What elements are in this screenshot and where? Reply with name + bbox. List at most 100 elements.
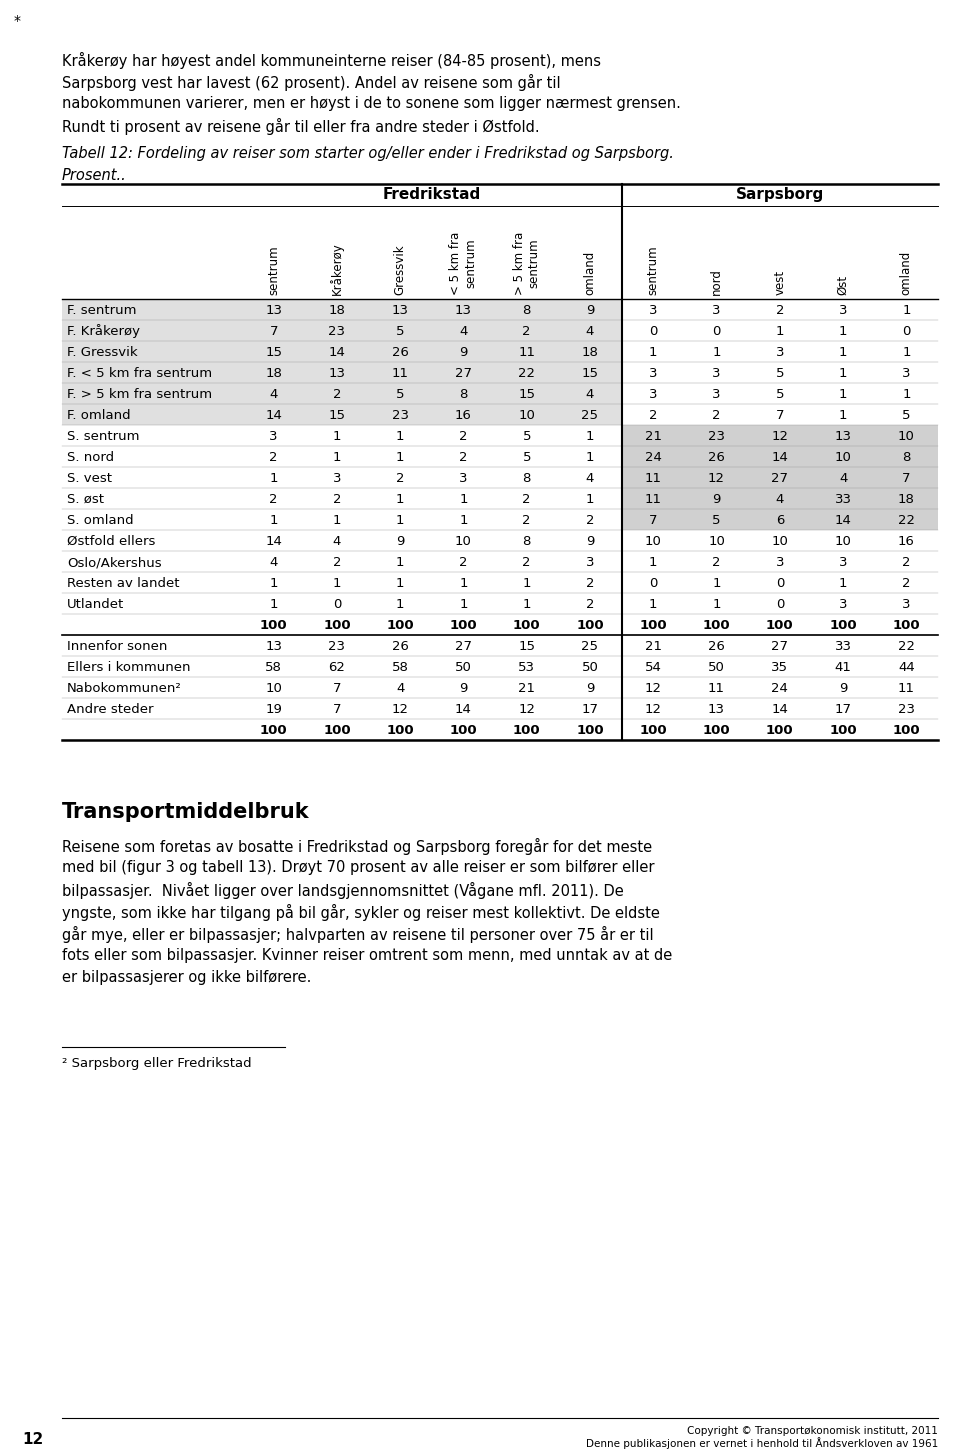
Bar [62, 362, 622, 384]
Text: 11: 11 [898, 681, 915, 695]
Text: 22: 22 [898, 639, 915, 652]
Text: 7: 7 [649, 514, 658, 527]
Text: 3: 3 [712, 368, 721, 381]
Text: er bilpassasjerer og ikke bilførere.: er bilpassasjerer og ikke bilførere. [62, 971, 311, 985]
Text: 1: 1 [396, 556, 404, 570]
Text: 1: 1 [522, 599, 531, 612]
Text: 24: 24 [772, 681, 788, 695]
Text: 12: 12 [22, 1433, 43, 1447]
Text: Utlandet: Utlandet [67, 599, 124, 612]
Text: 13: 13 [265, 304, 282, 317]
Text: 1: 1 [396, 514, 404, 527]
Text: 2: 2 [459, 450, 468, 464]
Text: 17: 17 [834, 703, 852, 716]
Text: 10: 10 [772, 535, 788, 548]
Bar [622, 424, 938, 446]
Text: 3: 3 [270, 430, 277, 443]
Text: 2: 2 [270, 493, 277, 506]
Text: 1: 1 [459, 493, 468, 506]
Text: 14: 14 [455, 703, 472, 716]
Text: 11: 11 [645, 472, 661, 485]
Text: 5: 5 [776, 388, 784, 401]
Text: 1: 1 [712, 577, 721, 590]
Text: omland: omland [584, 251, 596, 295]
Text: 15: 15 [518, 639, 536, 652]
Text: 2: 2 [522, 556, 531, 570]
Text: 1: 1 [839, 388, 848, 401]
Text: 5: 5 [396, 325, 404, 339]
Text: sentrum: sentrum [647, 246, 660, 295]
Text: F. sentrum: F. sentrum [67, 304, 136, 317]
Text: 7: 7 [333, 681, 341, 695]
Text: bilpassasjer.  Nivået ligger over landsgjennomsnittet (Vågane mfl. 2011). De: bilpassasjer. Nivået ligger over landsgj… [62, 882, 624, 899]
Text: 9: 9 [586, 535, 594, 548]
Text: 4: 4 [586, 472, 594, 485]
Text: 4: 4 [396, 681, 404, 695]
Text: Gressvik: Gressvik [394, 244, 407, 295]
Text: 58: 58 [392, 661, 409, 674]
Text: 1: 1 [522, 577, 531, 590]
Text: 100: 100 [513, 619, 540, 632]
Text: 1: 1 [333, 577, 341, 590]
Text: 2: 2 [333, 493, 341, 506]
Text: 9: 9 [586, 304, 594, 317]
Text: 3: 3 [649, 304, 658, 317]
Text: 10: 10 [518, 408, 535, 421]
Text: 15: 15 [582, 368, 598, 381]
Text: 2: 2 [333, 556, 341, 570]
Text: 17: 17 [582, 703, 598, 716]
Text: Prosent..: Prosent.. [62, 169, 127, 183]
Text: F. Kråkerøy: F. Kråkerøy [67, 324, 140, 339]
Text: 100: 100 [893, 724, 921, 737]
Text: 8: 8 [459, 388, 468, 401]
Text: 2: 2 [522, 325, 531, 339]
Text: 1: 1 [902, 388, 911, 401]
Text: Fredrikstad: Fredrikstad [383, 187, 481, 202]
Text: 11: 11 [645, 493, 661, 506]
Text: 1: 1 [459, 577, 468, 590]
Text: 5: 5 [712, 514, 721, 527]
Text: 100: 100 [513, 724, 540, 737]
Text: 1: 1 [459, 599, 468, 612]
Text: 3: 3 [586, 556, 594, 570]
Text: 10: 10 [834, 535, 852, 548]
Text: 18: 18 [582, 346, 598, 359]
Text: 12: 12 [708, 472, 725, 485]
Text: 3: 3 [902, 599, 911, 612]
Text: 6: 6 [776, 514, 784, 527]
Text: fots eller som bilpassasjer. Kvinner reiser omtrent som menn, med unntak av at d: fots eller som bilpassasjer. Kvinner rei… [62, 947, 672, 963]
Bar [622, 466, 938, 488]
Text: 4: 4 [586, 388, 594, 401]
Text: 3: 3 [649, 388, 658, 401]
Text: 5: 5 [522, 450, 531, 464]
Text: 4: 4 [459, 325, 468, 339]
Text: 18: 18 [328, 304, 346, 317]
Text: 21: 21 [645, 639, 661, 652]
Text: 4: 4 [839, 472, 848, 485]
Bar [622, 509, 938, 530]
Text: 2: 2 [586, 514, 594, 527]
Text: 1: 1 [649, 556, 658, 570]
Text: omland: omland [900, 251, 913, 295]
Text: 26: 26 [708, 450, 725, 464]
Text: 1: 1 [333, 514, 341, 527]
Bar [62, 299, 622, 320]
Text: Nabokommunen²: Nabokommunen² [67, 681, 181, 695]
Text: 100: 100 [703, 619, 731, 632]
Text: 10: 10 [708, 535, 725, 548]
Text: 5: 5 [902, 408, 911, 421]
Text: 13: 13 [834, 430, 852, 443]
Text: Øst: Øst [836, 275, 850, 295]
Text: 13: 13 [455, 304, 472, 317]
Text: 0: 0 [649, 325, 658, 339]
Text: S. øst: S. øst [67, 493, 104, 506]
Text: 16: 16 [455, 408, 472, 421]
Text: 12: 12 [645, 703, 661, 716]
Text: 1: 1 [586, 430, 594, 443]
Text: 14: 14 [328, 346, 346, 359]
Text: 9: 9 [459, 681, 468, 695]
Text: 100: 100 [324, 619, 350, 632]
Text: 100: 100 [639, 724, 667, 737]
Text: 2: 2 [776, 304, 784, 317]
Text: Innenfor sonen: Innenfor sonen [67, 639, 167, 652]
